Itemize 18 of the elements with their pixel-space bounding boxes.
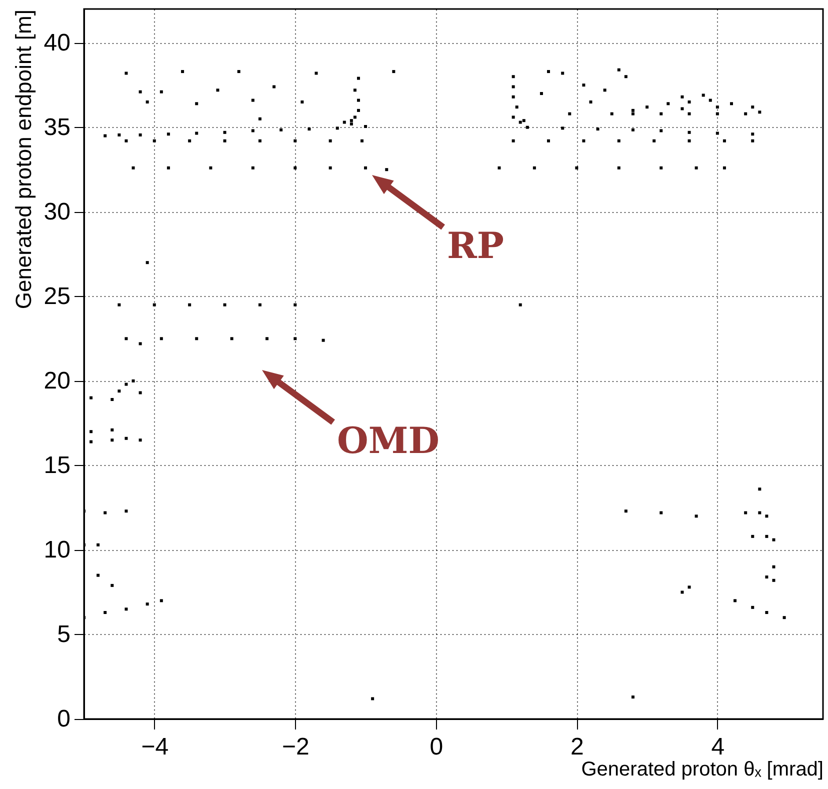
y-tick-label: 5 xyxy=(57,620,70,648)
y-tick-label: 0 xyxy=(57,706,70,732)
x-tick-label: 4 xyxy=(711,734,725,760)
y-tick-label: 30 xyxy=(44,198,70,226)
y-tick-label: 20 xyxy=(44,367,70,394)
y-axis-title: Generated proton endpoint [m] xyxy=(10,10,36,310)
annotation: OMD xyxy=(337,420,440,462)
x-tick-label: −4 xyxy=(141,734,169,760)
y-tick-label: 35 xyxy=(44,114,70,141)
x-axis-title: Generated proton θₓ [mrad] xyxy=(581,758,824,780)
y-tick-label: 40 xyxy=(44,29,70,56)
x-tick-label: 0 xyxy=(430,734,444,760)
y-tick-label: 25 xyxy=(44,282,70,310)
y-tick-label: 10 xyxy=(44,536,70,564)
y-tick-label: 15 xyxy=(44,452,70,479)
x-tick-label: −2 xyxy=(282,734,310,760)
annotation: RP xyxy=(447,225,504,267)
x-tick-label: 2 xyxy=(570,734,584,760)
